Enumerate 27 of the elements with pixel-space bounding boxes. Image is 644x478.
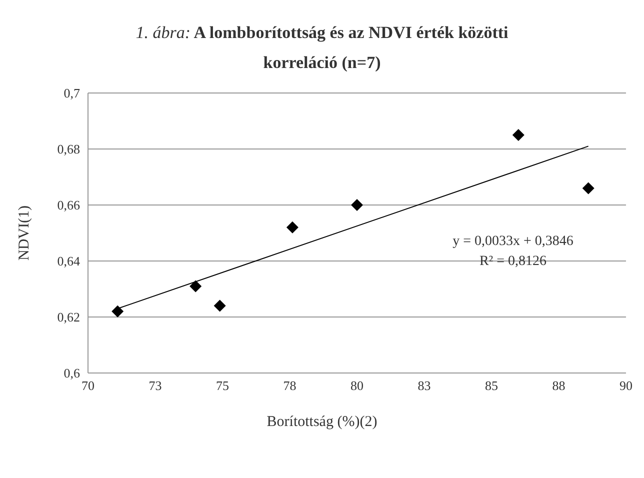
x-tick-label: 88: [552, 378, 566, 394]
x-tick-label: 73: [148, 378, 162, 394]
y-tick-label: 0,6: [64, 366, 80, 381]
x-tick-label: 75: [216, 378, 229, 394]
y-tick-label: 0,7: [64, 86, 80, 101]
point: [112, 305, 124, 318]
y-axis-title: NDVI(1): [16, 206, 32, 260]
y-tick-label: 0,68: [57, 142, 80, 157]
point: [582, 182, 594, 194]
point: [351, 199, 363, 211]
x-tick-label: 78: [283, 378, 296, 394]
chart-title: 1. ábra: A lombborítottság és az NDVI érték közötti korreláció (n=7): [134, 22, 510, 74]
point: [190, 280, 202, 292]
annotation: R² = 0,8126: [478, 254, 548, 270]
x-tick-label: 80: [350, 378, 364, 394]
x-tick-label: 70: [82, 378, 94, 394]
x-tick-label: 83: [418, 378, 431, 394]
point: [214, 300, 226, 312]
x-tick-label: 90: [620, 378, 632, 394]
y-tick-label: 0,62: [57, 310, 80, 325]
point: [512, 129, 524, 141]
y-tick-label: 0,64: [57, 254, 80, 269]
annotation: y = 0,0033x + 0,3846: [452, 234, 574, 250]
x-axis-title: Borítottság (%)(2): [266, 414, 378, 431]
y-tick-label: 0,66: [57, 198, 80, 213]
x-tick-label: 85: [485, 378, 498, 394]
point: [286, 221, 298, 234]
